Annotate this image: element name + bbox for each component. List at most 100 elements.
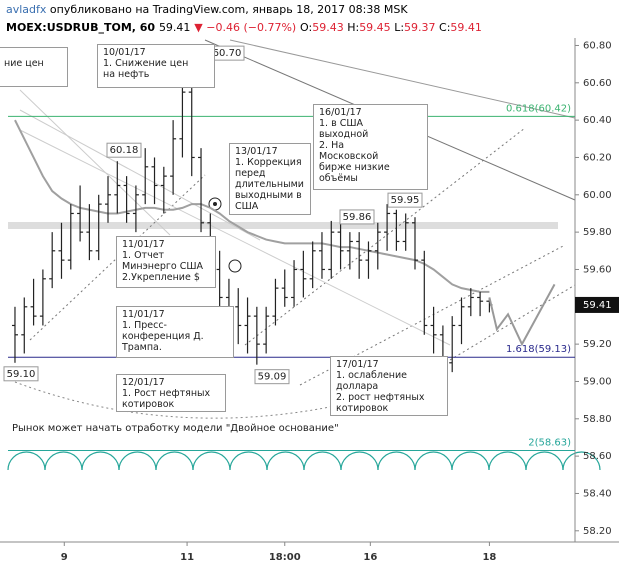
ohlc-key: O: xyxy=(300,21,313,34)
annotation-line: 17/01/17 xyxy=(336,359,379,370)
cycle-arc xyxy=(266,451,305,471)
annotation: 11/01/17 1. Отчет Минэнерго США 2.Укреплени… xyxy=(116,236,216,288)
last-price-box xyxy=(575,296,619,313)
price-label: 60.18 xyxy=(110,145,139,156)
annotation-line: 13/01/17 xyxy=(235,146,278,157)
cycle-arc xyxy=(81,451,120,471)
y-tick-label: 60.60 xyxy=(583,78,612,89)
channel-line xyxy=(244,127,526,346)
annotation-line: США xyxy=(235,201,259,212)
fan-line xyxy=(19,109,261,241)
y-tick-label: 60.40 xyxy=(583,115,612,126)
annotation-line: котировок xyxy=(336,403,389,414)
cycle-arc xyxy=(229,451,268,471)
annotation-line: ние цен xyxy=(4,58,44,69)
level-label: 0.618(60.42) xyxy=(506,103,571,114)
cycle-arc xyxy=(488,451,527,471)
annotation-line: 1. Пресс- xyxy=(122,320,167,331)
author: avladfx xyxy=(6,3,47,16)
annotation-line: 1. Рост нефтяных xyxy=(122,388,211,399)
ohlc-value: 59.45 xyxy=(359,21,391,34)
change: ▼ −0.46 (−0.77%) xyxy=(194,21,297,34)
cycle-arc xyxy=(525,451,564,471)
annotation-line: выходными в xyxy=(235,190,302,201)
zone xyxy=(8,222,558,229)
cycle-arc xyxy=(451,451,490,471)
annotation-line: 1. в США xyxy=(319,118,363,129)
annotation-line: 16/01/17 xyxy=(319,107,362,118)
annotation-line: 10/01/17 xyxy=(103,47,146,58)
x-tick-label: 16 xyxy=(363,552,377,563)
annotation-line: перед xyxy=(235,168,266,179)
cycle-arc xyxy=(7,451,46,471)
price-label-box xyxy=(106,142,142,158)
fan-line xyxy=(19,89,171,236)
price-label-box xyxy=(3,366,39,382)
price-label: 59.09 xyxy=(258,372,287,383)
y-tick-label: 60.20 xyxy=(583,152,612,163)
y-tick-label: 60.00 xyxy=(583,190,612,201)
y-tick-label: 59.20 xyxy=(583,339,612,350)
x-tick-label: 9 xyxy=(61,552,68,563)
y-tick-label: 59.00 xyxy=(583,376,612,387)
price-label: 59.95 xyxy=(391,195,420,206)
annotation-line: 1. Снижение цен xyxy=(103,58,189,69)
header-line-1: avladfx опубликовано на TradingView.com,… xyxy=(6,3,408,16)
y-tick-label: 60.80 xyxy=(583,40,612,51)
annotation: 16/01/17 1. в США выходной 2. На Московской б… xyxy=(313,104,428,190)
cycle-arc xyxy=(562,451,601,471)
header-line-2: MOEX:USDRUB_TOM, 60 59.41 ▼ −0.46 (−0.77… xyxy=(6,21,482,34)
annotation-line: Трампа. xyxy=(122,342,162,353)
price-label: 59.10 xyxy=(7,369,36,380)
annotation-line: 11/01/17 xyxy=(122,239,165,250)
annotation-line: выходной xyxy=(319,129,369,140)
marker xyxy=(228,259,242,273)
ohlc: O:59.43 H:59.45 L:59.37 C:59.41 xyxy=(300,21,482,34)
last: 59.41 xyxy=(158,21,191,34)
moving-average xyxy=(14,119,490,293)
ohlc-key: C: xyxy=(439,21,451,34)
annotation-line: доллара xyxy=(336,381,379,392)
x-tick-label: 18 xyxy=(482,552,496,563)
cycle-arc xyxy=(192,451,231,471)
last-price-label: 59.41 xyxy=(583,300,612,311)
annotation: 17/01/17 1. ослабление доллара 2. рост нефт… xyxy=(330,356,448,416)
annotation-line: Московской xyxy=(319,151,379,162)
annotation-line: на нефть xyxy=(103,69,150,80)
y-tick-label: 58.40 xyxy=(583,488,612,499)
annotation: 11/01/17 1. Пресс-конференция Д. Трампа. xyxy=(116,306,234,358)
annotation-line: конференция Д. xyxy=(122,331,204,342)
annotation: 13/01/17 1. Коррекция перед длительными выхо… xyxy=(229,143,311,215)
x-tick-label: 11 xyxy=(180,552,194,563)
annotation-line: объёмы xyxy=(319,173,358,184)
price-label: 59.86 xyxy=(343,212,372,223)
note: Рынок может начать отработку модели "Дво… xyxy=(12,423,339,434)
annotation-line: Минэнерго США xyxy=(122,261,203,272)
y-tick-label: 58.20 xyxy=(583,526,612,537)
annotation-line: 12/01/17 xyxy=(122,377,165,388)
projection xyxy=(488,283,556,347)
annotation: 10/01/17 1. Снижение цен на нефть xyxy=(97,44,215,88)
marker xyxy=(213,202,217,206)
trend-line xyxy=(229,39,576,119)
y-tick-label: 59.80 xyxy=(583,227,612,238)
ohlc-key: L: xyxy=(394,21,405,34)
annotation-line: 2. рост нефтяных xyxy=(336,392,425,403)
annotation-line: 1. Коррекция xyxy=(235,157,302,168)
ohlc-value: 59.37 xyxy=(404,21,436,34)
ohlc-value: 59.43 xyxy=(312,21,344,34)
annotation-line: 2. На xyxy=(319,140,345,151)
price-label-box xyxy=(339,209,375,225)
annotation-line: 11/01/17 xyxy=(122,309,165,320)
ohlc-key: H: xyxy=(347,21,360,34)
annotation-line: 2.Укрепление $ xyxy=(122,272,200,283)
annotation-line: 1. Отчет xyxy=(122,250,165,261)
cycle-arc xyxy=(340,451,379,471)
y-tick-label: 58.80 xyxy=(583,414,612,425)
published: опубликовано на TradingView.com, январь … xyxy=(49,3,408,16)
price-label-box xyxy=(387,192,423,208)
ohlc-value: 59.41 xyxy=(450,21,482,34)
annotation: ние цен xyxy=(0,47,68,87)
